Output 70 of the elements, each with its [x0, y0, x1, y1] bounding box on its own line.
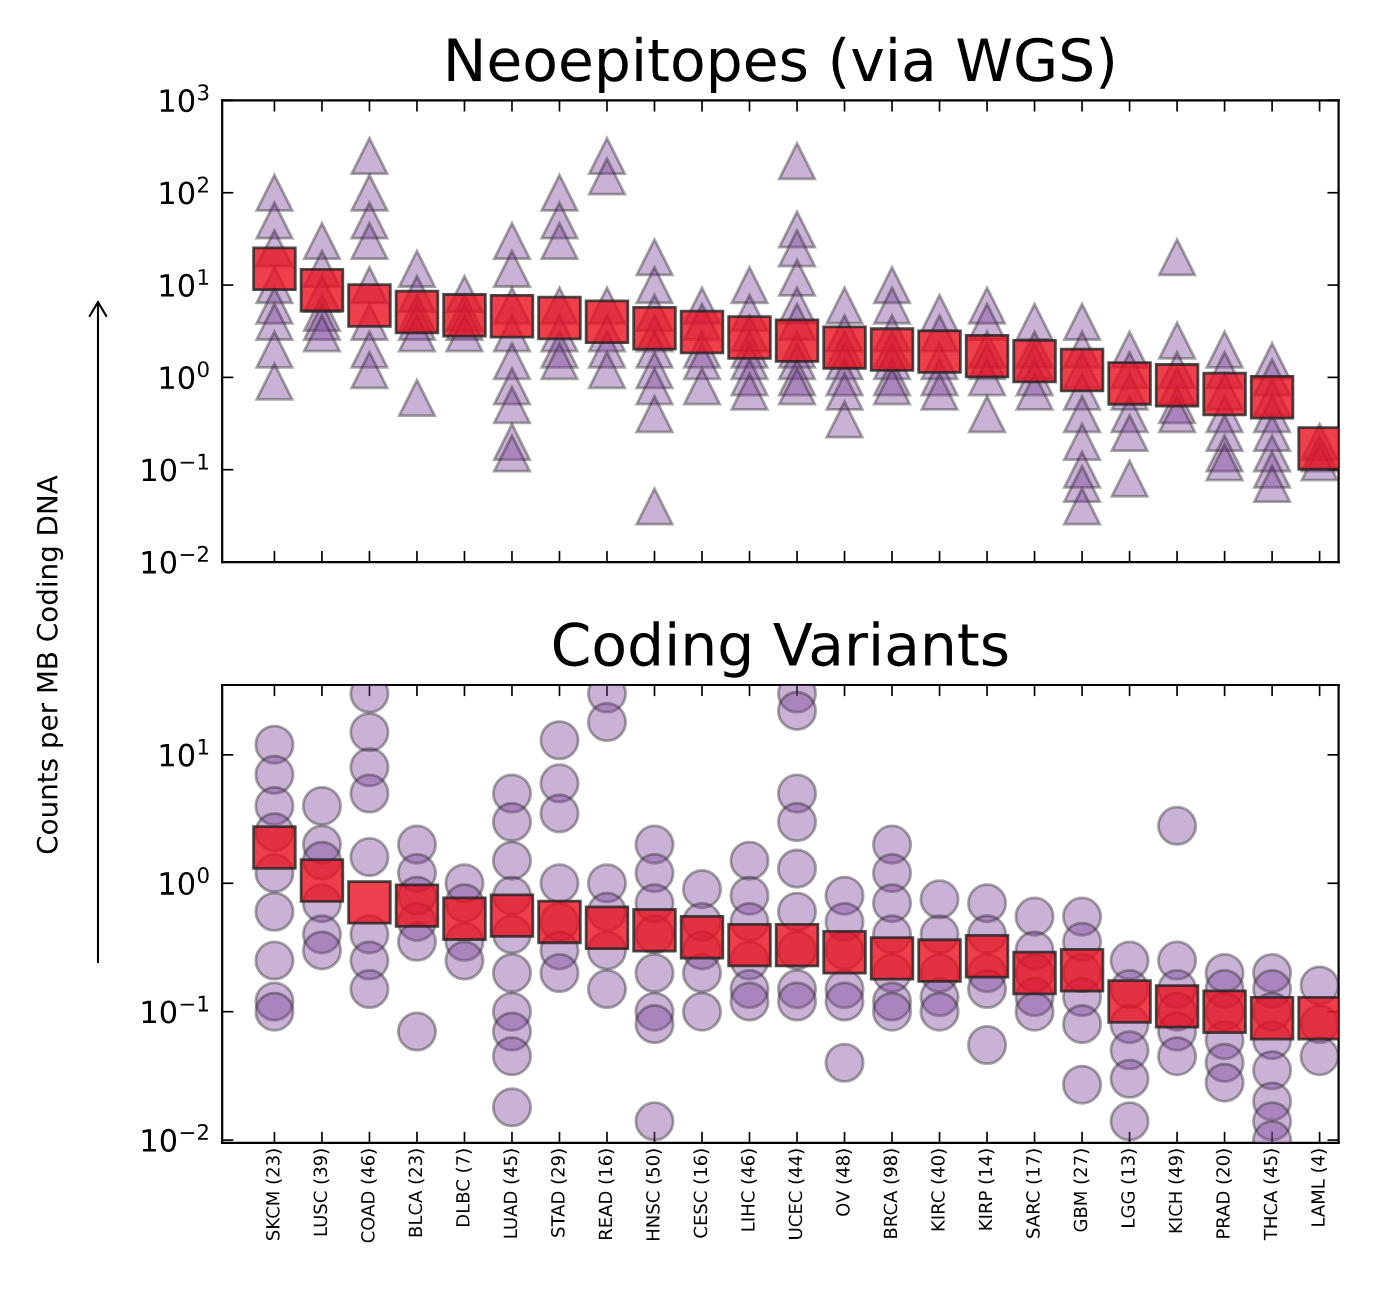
x-tick-label: SKCM (23) — [265, 1149, 282, 1240]
point — [489, 893, 535, 938]
x-tick-label: CESC (16) — [693, 1149, 710, 1238]
point — [584, 905, 630, 951]
point — [774, 922, 820, 968]
y-tick-label: 10$^{−2}$ — [142, 1123, 208, 1152]
point — [1059, 948, 1105, 993]
point — [299, 267, 345, 313]
y-axis-title: Counts per MB Coding DNA — [36, 475, 64, 854]
chart-title: Neoepitopes (via WGS) — [448, 36, 1113, 94]
chart-title: Coding Variants — [553, 621, 1008, 678]
x-tick-label: KIRC (40) — [930, 1149, 947, 1231]
x-tick-label: LAML (4) — [1310, 1149, 1327, 1226]
x-tick-label: HNSC (50) — [645, 1149, 662, 1240]
y-tick-label: 10$^{1}$ — [160, 269, 209, 297]
point — [394, 883, 440, 928]
point — [1249, 995, 1295, 1041]
y-tick-label: 10$^{1}$ — [160, 738, 209, 767]
point — [727, 922, 772, 968]
y-tick-label: 10$^{0}$ — [160, 361, 209, 390]
x-tick-label: GBM (27) — [1073, 1149, 1090, 1232]
x-tick-label: LGG (13) — [1120, 1149, 1137, 1227]
x-tick-label: LIHC (46) — [740, 1149, 757, 1231]
point — [299, 858, 345, 903]
y-tick-label: 10$^{3}$ — [160, 84, 209, 113]
x-tick-label: LUSC (39) — [313, 1149, 330, 1236]
point — [489, 293, 535, 339]
point — [964, 934, 1010, 979]
point — [869, 936, 915, 981]
point — [347, 880, 392, 925]
point — [774, 318, 820, 363]
point — [1154, 984, 1200, 1029]
point — [917, 329, 962, 374]
point — [584, 299, 630, 345]
point — [442, 293, 487, 338]
x-tick-label: BRCA (98) — [883, 1149, 900, 1238]
point — [252, 825, 297, 870]
point — [679, 915, 725, 960]
x-tick-label: PRAD (20) — [1215, 1149, 1232, 1238]
point — [1107, 361, 1152, 406]
point — [537, 295, 582, 341]
point — [1107, 979, 1152, 1024]
point — [679, 309, 725, 355]
x-tick-label: KICH (49) — [1168, 1149, 1185, 1233]
x-tick-label: SARC (17) — [1025, 1149, 1042, 1238]
point — [727, 315, 772, 360]
y-tick-label: 10$^{2}$ — [160, 176, 208, 205]
x-tick-label: STAD (29) — [550, 1149, 567, 1237]
x-tick-label: UCEC (44) — [788, 1149, 805, 1239]
point — [917, 938, 962, 983]
point — [632, 306, 677, 351]
x-tick-label: LUAD (45) — [503, 1149, 520, 1238]
point — [964, 333, 1010, 379]
point — [347, 283, 392, 328]
x-tick-label: THCA (45) — [1263, 1149, 1280, 1241]
point — [252, 246, 297, 292]
x-tick-label: BLCA (23) — [408, 1149, 425, 1237]
y-tick-label: 10$^{−1}$ — [142, 995, 208, 1024]
x-tick-label: OV (48) — [835, 1149, 852, 1216]
x-tick-label: READ (16) — [598, 1149, 615, 1240]
x-tick-label: DLBC (7) — [455, 1149, 472, 1226]
point — [442, 896, 487, 941]
y-tick-label: 10$^{−1}$ — [142, 453, 208, 482]
x-tick-label: COAD (46) — [360, 1149, 377, 1243]
point — [1202, 371, 1247, 417]
y-tick-label: 10$^{0}$ — [160, 867, 209, 896]
x-tick-label: KIRP (14) — [978, 1149, 995, 1230]
point — [822, 930, 867, 975]
point — [632, 908, 677, 953]
y-tick-label: 10$^{−2}$ — [142, 545, 208, 574]
